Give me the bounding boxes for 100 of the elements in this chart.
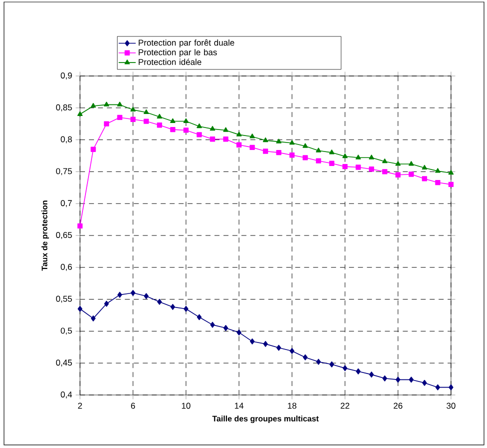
point [90,146,96,152]
point [130,106,136,112]
point [408,161,414,166]
point [316,358,321,365]
legend-label: Protection par le bas [138,49,217,57]
point [382,169,388,174]
point [382,375,388,382]
point [422,176,428,182]
point [210,126,216,131]
point [422,164,428,170]
point [316,158,322,164]
point [104,121,110,126]
point [196,314,202,320]
point [117,114,122,120]
point [183,118,189,123]
point [77,111,83,116]
x-tick-label: 18 [288,402,296,409]
point [223,136,228,142]
point [329,150,334,154]
point [156,122,162,128]
point [435,384,440,390]
point [144,293,149,300]
legend-label: Protection par forêt duale [138,39,234,48]
point [342,153,348,158]
y-tick-label: 0,5 [60,328,72,335]
point [262,148,268,154]
point [302,143,308,148]
point [236,329,242,336]
point [210,136,216,142]
point [276,344,282,351]
point [144,109,149,114]
point [196,132,202,138]
y-tick-label: 0,7 [60,200,72,208]
x-tick-label: 10 [182,402,190,409]
point [250,144,255,150]
point [302,354,308,360]
point [236,132,242,136]
point [104,102,110,106]
point [302,155,308,160]
point [329,160,334,166]
point [156,114,162,119]
point [250,338,255,344]
point [236,142,242,148]
point [395,161,401,166]
point [395,172,401,178]
x-tick-label: 14 [234,402,244,409]
x-tick-label: 6 [131,402,135,409]
point [90,315,96,322]
y-tick-label: 0,65 [56,232,72,239]
y-tick-label: 0,9 [60,72,72,80]
y-tick-label: 0,55 [56,296,72,303]
point [408,376,414,383]
point [276,138,282,144]
point [130,116,136,122]
point [356,368,361,374]
point [78,306,82,312]
point [130,290,136,296]
point [369,372,374,378]
point [422,380,427,386]
point [117,102,122,106]
point [223,127,228,132]
y-tick-label: 0,8 [60,136,72,144]
point [356,164,361,170]
point [368,166,374,172]
point [316,148,322,152]
point [223,325,228,331]
x-tick-label: 26 [394,402,402,409]
point [435,168,440,173]
point [170,304,176,310]
legend-label: Protection idéale [138,58,202,66]
point [276,150,282,156]
point [196,123,202,128]
point [368,154,374,160]
point [90,102,96,108]
x-tick-label: 30 [446,402,456,409]
point [170,118,176,123]
point [396,376,400,383]
y-tick-label: 0,6 [60,264,72,271]
point [144,118,149,124]
point [210,322,215,328]
point [448,170,454,175]
point [329,361,334,368]
x-tick-label: 22 [340,402,350,409]
point [342,164,348,170]
point [262,137,268,142]
point [408,172,414,177]
point [290,348,294,354]
point [183,128,189,133]
point [435,180,440,186]
point [170,126,176,132]
point [448,182,454,188]
point [382,158,388,164]
point [356,154,361,160]
x-tick-label: 2 [78,402,82,409]
point [157,298,162,305]
point [250,134,255,138]
point [342,365,348,372]
point [263,340,268,347]
y-tick-label: 0,4 [60,391,72,398]
point [104,300,109,307]
